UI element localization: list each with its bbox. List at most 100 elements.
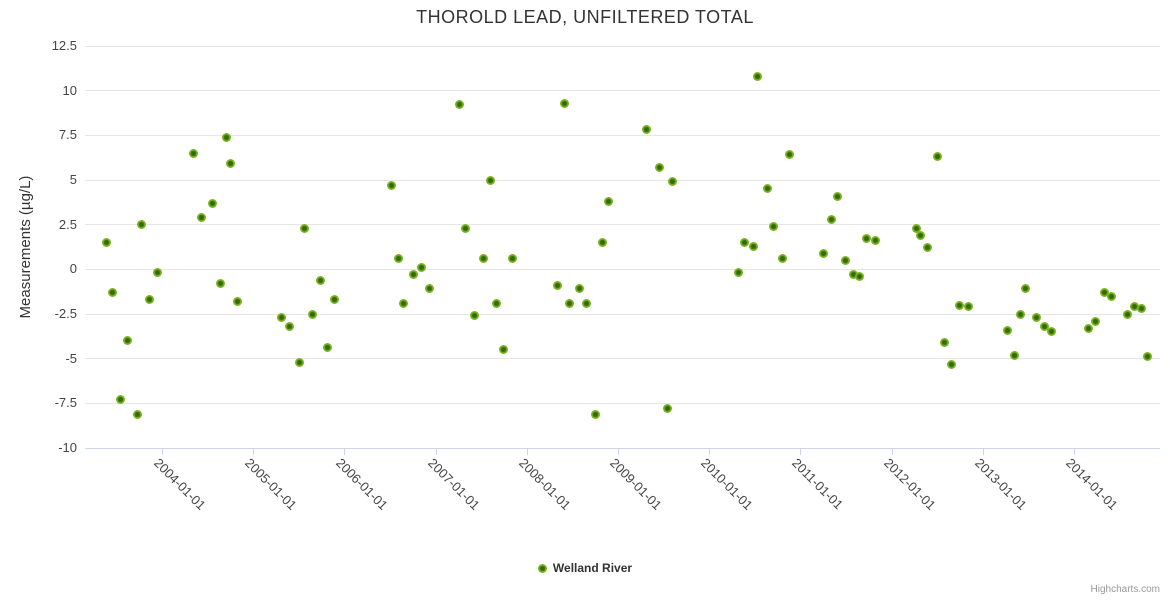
- data-point-welland-river[interactable]: [916, 230, 926, 240]
- data-point-welland-river[interactable]: [225, 159, 235, 169]
- data-point-welland-river[interactable]: [122, 336, 132, 346]
- data-point-welland-river[interactable]: [818, 248, 828, 258]
- data-point-welland-river[interactable]: [107, 288, 117, 298]
- data-point-welland-river[interactable]: [329, 295, 339, 305]
- data-point-welland-river[interactable]: [923, 243, 933, 253]
- data-point-welland-river[interactable]: [826, 214, 836, 224]
- data-point-welland-river[interactable]: [285, 322, 295, 331]
- data-point-welland-river[interactable]: [940, 338, 950, 348]
- data-point-welland-river[interactable]: [1083, 323, 1093, 333]
- x-axis-label: 2012-01-01: [880, 455, 939, 513]
- data-point-welland-river[interactable]: [1039, 322, 1049, 331]
- data-point-welland-river[interactable]: [1002, 325, 1012, 335]
- data-point-welland-river[interactable]: [492, 298, 502, 308]
- data-point-welland-river[interactable]: [196, 213, 206, 223]
- data-point-welland-river[interactable]: [553, 280, 563, 290]
- highcharts-credit-link[interactable]: Highcharts.com: [1090, 584, 1160, 595]
- data-point-welland-river[interactable]: [1047, 327, 1057, 337]
- data-point-welland-river[interactable]: [207, 198, 217, 208]
- data-point-welland-river[interactable]: [115, 395, 125, 405]
- data-point-welland-river[interactable]: [641, 125, 651, 135]
- data-point-welland-river[interactable]: [499, 345, 509, 355]
- data-point-welland-river[interactable]: [668, 177, 678, 187]
- data-point-welland-river[interactable]: [1143, 352, 1153, 362]
- data-point-welland-river[interactable]: [762, 184, 772, 194]
- data-point-welland-river[interactable]: [655, 162, 665, 172]
- data-point-welland-river[interactable]: [323, 343, 333, 353]
- data-point-welland-river[interactable]: [833, 191, 843, 201]
- data-point-welland-river[interactable]: [470, 311, 480, 321]
- data-point-welland-river[interactable]: [769, 221, 779, 231]
- data-point-welland-river[interactable]: [393, 254, 403, 264]
- data-point-welland-river[interactable]: [582, 298, 592, 308]
- data-point-welland-river[interactable]: [777, 254, 787, 264]
- data-point-welland-river[interactable]: [871, 236, 881, 246]
- data-point-welland-river[interactable]: [591, 409, 601, 419]
- data-point-welland-river[interactable]: [102, 238, 112, 248]
- data-point-welland-river[interactable]: [752, 71, 762, 81]
- data-point-welland-river[interactable]: [784, 150, 794, 160]
- data-point-welland-river[interactable]: [222, 132, 231, 142]
- data-point-welland-river[interactable]: [1031, 313, 1041, 323]
- data-point-welland-river[interactable]: [946, 359, 956, 369]
- data-point-welland-river[interactable]: [933, 152, 943, 162]
- data-point-welland-river[interactable]: [848, 270, 858, 280]
- data-point-welland-river[interactable]: [307, 309, 317, 319]
- data-point-welland-river[interactable]: [1107, 291, 1117, 301]
- data-point-welland-river[interactable]: [387, 180, 397, 190]
- data-point-welland-river[interactable]: [417, 263, 427, 273]
- data-point-welland-river[interactable]: [598, 238, 608, 248]
- data-point-welland-river[interactable]: [215, 279, 225, 289]
- data-point-welland-river[interactable]: [1130, 302, 1140, 312]
- data-point-welland-river[interactable]: [855, 271, 865, 281]
- data-point-welland-river[interactable]: [733, 268, 743, 278]
- data-point-welland-river[interactable]: [409, 270, 419, 280]
- data-point-welland-river[interactable]: [233, 296, 243, 306]
- data-point-welland-river[interactable]: [478, 254, 488, 264]
- data-point-welland-river[interactable]: [188, 148, 198, 158]
- data-point-welland-river[interactable]: [662, 404, 672, 414]
- data-point-welland-river[interactable]: [1010, 350, 1020, 360]
- data-point-welland-river[interactable]: [295, 357, 305, 367]
- data-point-welland-river[interactable]: [575, 284, 585, 294]
- data-point-welland-river[interactable]: [276, 313, 286, 323]
- data-point-welland-river[interactable]: [749, 241, 759, 251]
- data-point-welland-river[interactable]: [315, 275, 325, 285]
- data-point-welland-river[interactable]: [454, 100, 464, 110]
- data-point-welland-river[interactable]: [911, 223, 921, 233]
- data-point-welland-river[interactable]: [485, 175, 495, 185]
- data-point-welland-river[interactable]: [1123, 309, 1133, 319]
- data-point-welland-river[interactable]: [1090, 316, 1100, 326]
- y-axis-title: Measurements (µg/L): [17, 175, 34, 319]
- x-axis-tick-mark: [161, 449, 163, 455]
- data-point-welland-river[interactable]: [425, 284, 435, 294]
- data-point-welland-river[interactable]: [1099, 288, 1109, 298]
- x-axis-label: 2004-01-01: [151, 455, 209, 513]
- data-point-welland-river[interactable]: [137, 220, 147, 230]
- legend-item-welland-river[interactable]: Welland River: [0, 561, 1170, 575]
- y-axis-label: 10: [62, 82, 77, 98]
- data-point-welland-river[interactable]: [564, 298, 574, 308]
- data-point-welland-river[interactable]: [1015, 309, 1025, 319]
- data-point-welland-river[interactable]: [152, 268, 162, 278]
- data-point-welland-river[interactable]: [964, 302, 974, 312]
- data-point-welland-river[interactable]: [461, 223, 471, 233]
- data-point-welland-river[interactable]: [299, 223, 309, 233]
- data-point-welland-river[interactable]: [1020, 284, 1030, 294]
- data-point-welland-river[interactable]: [144, 295, 154, 305]
- data-point-welland-river[interactable]: [603, 196, 613, 206]
- data-point-welland-river[interactable]: [1136, 304, 1146, 314]
- data-point-welland-river[interactable]: [559, 98, 569, 108]
- x-axis-tick-mark: [344, 449, 346, 455]
- data-point-welland-river[interactable]: [508, 254, 518, 264]
- data-point-welland-river[interactable]: [740, 238, 750, 248]
- data-point-welland-river[interactable]: [399, 298, 409, 308]
- gridline: [85, 90, 1160, 92]
- data-point-welland-river[interactable]: [840, 255, 850, 265]
- data-point-welland-river[interactable]: [954, 300, 964, 310]
- y-axis-label: 7.5: [58, 127, 77, 143]
- data-point-welland-river[interactable]: [862, 234, 872, 244]
- data-point-welland-river[interactable]: [132, 409, 142, 419]
- y-axis-label: -10: [58, 440, 77, 455]
